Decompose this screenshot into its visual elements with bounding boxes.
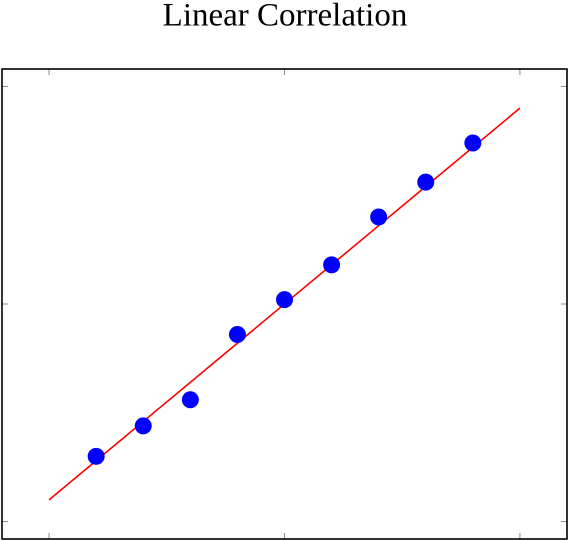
scatter-point [228, 325, 246, 343]
scatter-point [464, 134, 482, 152]
scatter-point [181, 391, 199, 409]
scatter-point [276, 291, 293, 309]
scatter-point [323, 256, 341, 274]
scatter-point [87, 447, 105, 465]
plot-frame [1, 68, 568, 540]
scatter-point [134, 417, 152, 435]
chart-title: Linear Correlation [163, 0, 408, 34]
scatter-point [417, 173, 435, 191]
scatter-point [370, 208, 388, 226]
